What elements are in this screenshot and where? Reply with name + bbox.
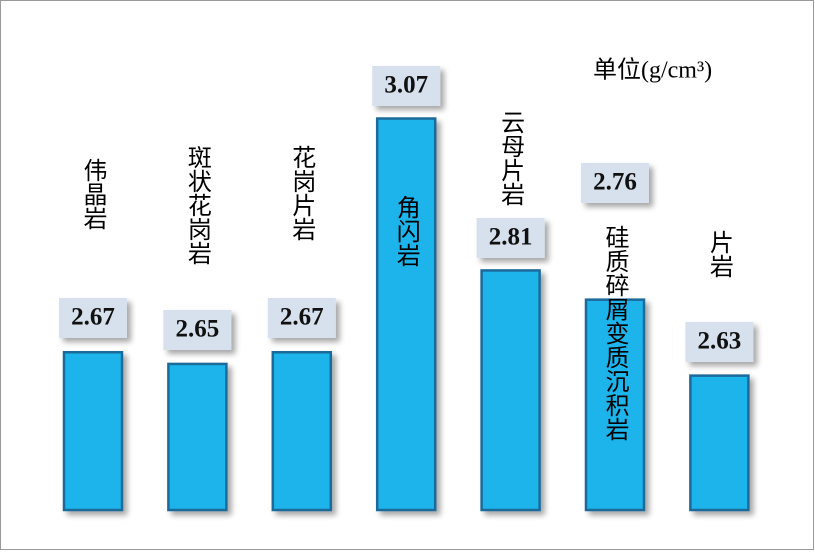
value-label-box [372, 66, 441, 106]
value-label-box [581, 163, 649, 203]
bar [375, 117, 437, 512]
bar [167, 362, 228, 512]
category-label: 硅质碎屑变质沉积岩 [601, 225, 629, 441]
value-label: 2.63 [698, 328, 742, 355]
value-label-box [59, 298, 127, 338]
bar [689, 374, 750, 512]
value-label-box [476, 218, 545, 258]
bar [584, 298, 646, 512]
category-label: 片岩 [705, 230, 733, 278]
value-label: 2.76 [593, 169, 637, 196]
category-label: 角闪岩 [392, 195, 420, 267]
value-label: 2.67 [71, 304, 115, 331]
bar [480, 269, 541, 512]
bar [271, 350, 333, 512]
value-label-box [163, 310, 232, 350]
category-label: 花岗片岩 [288, 145, 316, 241]
category-label: 云母片岩 [497, 110, 525, 206]
unit-label: 单位(g/cm³) [593, 57, 712, 84]
category-label: 斑状花岗岩 [183, 145, 211, 265]
category-label: 伟晶岩 [79, 158, 107, 230]
value-label: 2.67 [280, 304, 324, 331]
value-label: 2.81 [489, 224, 533, 251]
bar [62, 350, 124, 512]
value-label-box [267, 298, 336, 338]
value-label: 3.07 [384, 72, 428, 99]
value-label-box [685, 322, 754, 362]
value-label: 2.65 [176, 316, 220, 343]
